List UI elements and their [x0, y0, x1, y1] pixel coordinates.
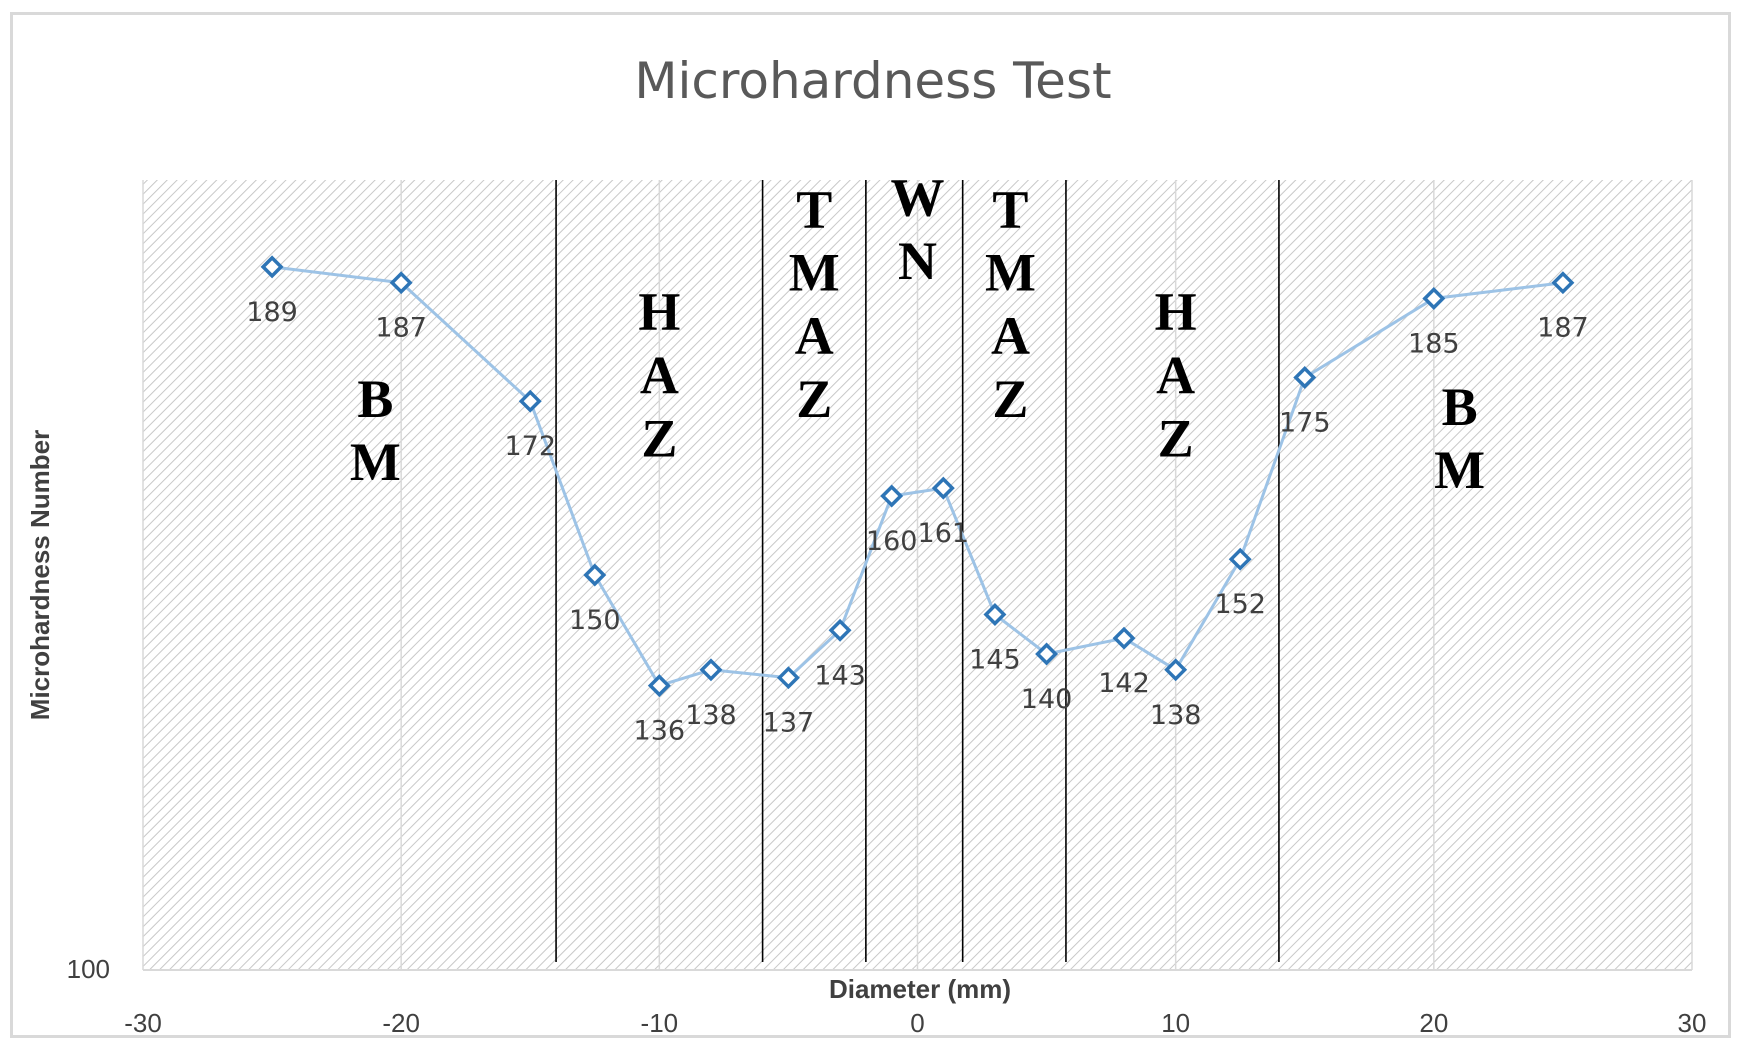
gridlines [142, 180, 1693, 971]
x-tick-label: -10 [641, 1008, 679, 1038]
data-point-marker [1551, 271, 1575, 295]
x-tick-label: 10 [1161, 1008, 1190, 1038]
data-point-marker [880, 484, 904, 508]
data-point-marker [828, 618, 852, 642]
data-point-marker [518, 389, 542, 413]
zone-label-tmaz-right: A [991, 306, 1030, 366]
data-point-marker [260, 255, 284, 279]
x-tick-label: -30 [124, 1008, 162, 1038]
y-tick-label: 100 [67, 954, 110, 984]
data-label: 172 [504, 431, 556, 462]
data-point-marker [699, 658, 723, 682]
data-point-marker [647, 674, 671, 698]
data-label: 140 [1021, 684, 1073, 715]
x-tick-label: 30 [1678, 1008, 1707, 1038]
x-tick-label: 20 [1419, 1008, 1448, 1038]
zone-label-haz-right: A [1156, 345, 1195, 405]
data-label: 138 [1150, 700, 1202, 731]
data-point-marker [583, 563, 607, 587]
zone-label-bm-right: M [1434, 440, 1485, 500]
x-axis-title: Diameter (mm) [829, 974, 1011, 1004]
x-axis-ticks: -30 -20 -10 0 10 20 30 [124, 1008, 1706, 1038]
zone-label-haz-left: H [638, 282, 680, 342]
zone-label-tmaz-right: Z [992, 369, 1028, 429]
data-label: 145 [969, 645, 1021, 676]
data-label: 175 [1279, 408, 1331, 439]
zone-label-haz-right: H [1155, 282, 1197, 342]
zone-label-tmaz-left: A [795, 306, 834, 366]
y-axis-ticks: 100 [67, 954, 110, 984]
data-point-marker [1035, 642, 1059, 666]
zone-label-bm-left: B [357, 369, 393, 429]
data-point-marker [776, 666, 800, 690]
zone-label-haz-right: Z [1158, 409, 1194, 469]
data-label: 185 [1408, 329, 1460, 360]
data-label: 189 [246, 297, 298, 328]
zone-label-tmaz-right: T [992, 179, 1028, 239]
data-label: 152 [1214, 589, 1266, 620]
data-label: 138 [685, 700, 737, 731]
data-point-marker [931, 476, 955, 500]
data-label: 137 [763, 708, 815, 739]
data-label: 142 [1098, 668, 1150, 699]
data-point-marker [389, 271, 413, 295]
data-label: 160 [866, 526, 918, 557]
zone-label-tmaz-left: T [796, 179, 832, 239]
data-point-marker [1112, 626, 1136, 650]
data-point-marker [983, 603, 1007, 626]
zone-label-wn: N [898, 231, 937, 291]
zone-label-bm-right: B [1442, 377, 1478, 437]
y-axis-title: Microhardness Number [25, 430, 55, 720]
zone-label-tmaz-right: M [985, 243, 1036, 303]
zone-label-haz-left: A [640, 345, 679, 405]
chart-title: Microhardness Test [634, 52, 1111, 110]
series-line [271, 265, 1564, 688]
zone-label-haz-left: Z [641, 409, 677, 469]
x-tick-label: -20 [382, 1008, 420, 1038]
data-label: 143 [814, 660, 866, 691]
data-label: 187 [1537, 313, 1589, 344]
data-point-marker [1422, 287, 1446, 310]
zone-label-wn: W [891, 168, 945, 228]
zone-label-tmaz-left: M [789, 243, 840, 303]
x-tick-label: 0 [910, 1008, 924, 1038]
zone-boundaries [555, 180, 1280, 962]
zone-label-tmaz-left: Z [796, 369, 832, 429]
data-point-marker [1293, 366, 1317, 389]
data-point-marker [1228, 547, 1252, 571]
data-label: 161 [918, 518, 970, 549]
data-label: 136 [634, 716, 686, 747]
data-label: 187 [375, 313, 427, 344]
zone-label-bm-left: M [350, 432, 401, 492]
data-point-marker [1164, 658, 1188, 682]
data-label: 150 [569, 605, 621, 636]
